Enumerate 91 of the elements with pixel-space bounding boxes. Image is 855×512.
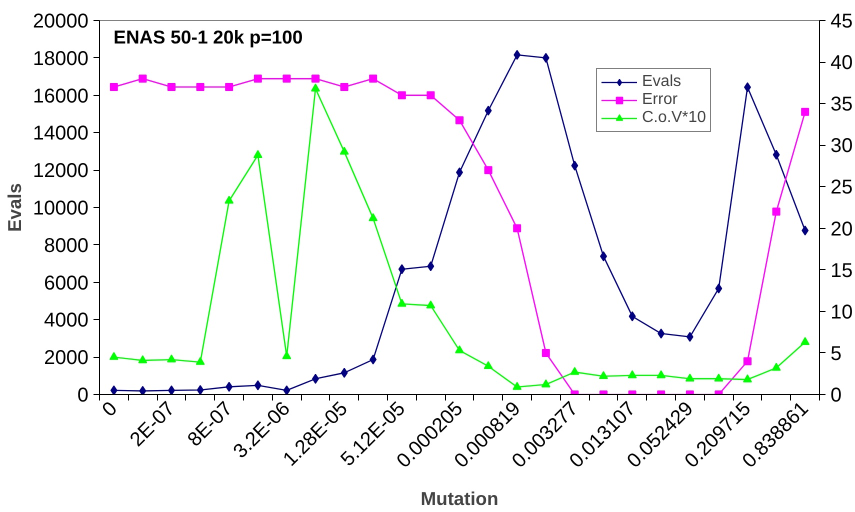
point [109,352,118,360]
x-tick-label: 0 [98,398,122,422]
point [514,50,521,60]
point [772,150,780,160]
point [570,366,580,375]
legend-label: Error [642,91,678,109]
point [714,374,724,382]
chart-title: ENAS 50-1 20k p=100 [114,26,303,48]
point [138,355,148,364]
point [110,385,118,394]
point [599,371,608,380]
y2-tick-label: 5 [830,342,842,365]
point [340,146,349,155]
y-axis-title: Evals [4,183,25,232]
point [628,370,637,378]
legend-label: C.o.V*10 [642,109,706,127]
point [484,166,492,174]
point [801,108,810,116]
point [139,386,146,394]
point [426,300,436,308]
point [571,160,578,171]
point [455,345,464,354]
point [168,82,176,91]
y-tick-label: 10000 [32,198,89,220]
point [743,374,752,382]
point [628,311,636,322]
point [282,74,291,83]
point [656,370,666,378]
point [312,74,320,83]
y2-tick-label: 35 [830,94,853,116]
y-tick-label: 4000 [44,310,89,332]
point [370,354,377,365]
y-tick-label: 6000 [44,272,89,294]
point [541,379,550,388]
point [542,52,550,63]
y2-tick-label: 45 [830,10,853,32]
point [224,196,234,204]
point [772,208,780,216]
point [340,368,348,378]
point [369,74,378,83]
point [168,385,175,394]
point [283,385,290,394]
point [800,337,810,345]
y-tick-label: 20000 [32,10,89,32]
point [484,361,493,370]
y-tick-label: 12000 [32,160,89,182]
y-tick-label: 18000 [32,48,89,70]
point [226,382,233,392]
point [138,74,147,83]
point [513,224,522,232]
y2-tick-label: 25 [830,176,853,199]
point [398,264,406,274]
y-tick-label: 14000 [32,122,89,145]
y2-tick-label: 10 [830,301,853,324]
y-tick-label: 2000 [44,347,89,370]
point [456,116,464,124]
y-tick-label: 16000 [32,85,89,108]
point [397,298,406,307]
point [512,382,522,390]
point [772,362,781,371]
point [427,261,434,272]
point [253,150,262,158]
point [715,283,722,294]
point [196,356,205,365]
y2-tick-label: 15 [830,260,853,282]
legend-label: Evals [642,73,682,91]
point [167,354,176,362]
point [398,91,406,100]
point [368,213,378,222]
point [744,357,752,366]
y2-tick-label: 20 [830,218,853,240]
point [340,82,348,91]
point [110,82,118,91]
point [542,348,550,357]
y-tick-label: 8000 [44,234,89,257]
y2-tick-label: 30 [830,135,853,158]
point [685,374,694,382]
point [686,332,694,342]
point [484,106,492,116]
point [196,385,204,394]
point [311,84,320,92]
point [802,226,809,236]
point [254,380,262,390]
point [658,328,665,339]
point [282,351,292,360]
point [254,74,262,83]
point [196,82,204,91]
x-axis-title: Mutation [420,488,498,510]
y2-tick-label: 40 [830,52,853,74]
point [225,82,234,91]
point [426,91,435,100]
